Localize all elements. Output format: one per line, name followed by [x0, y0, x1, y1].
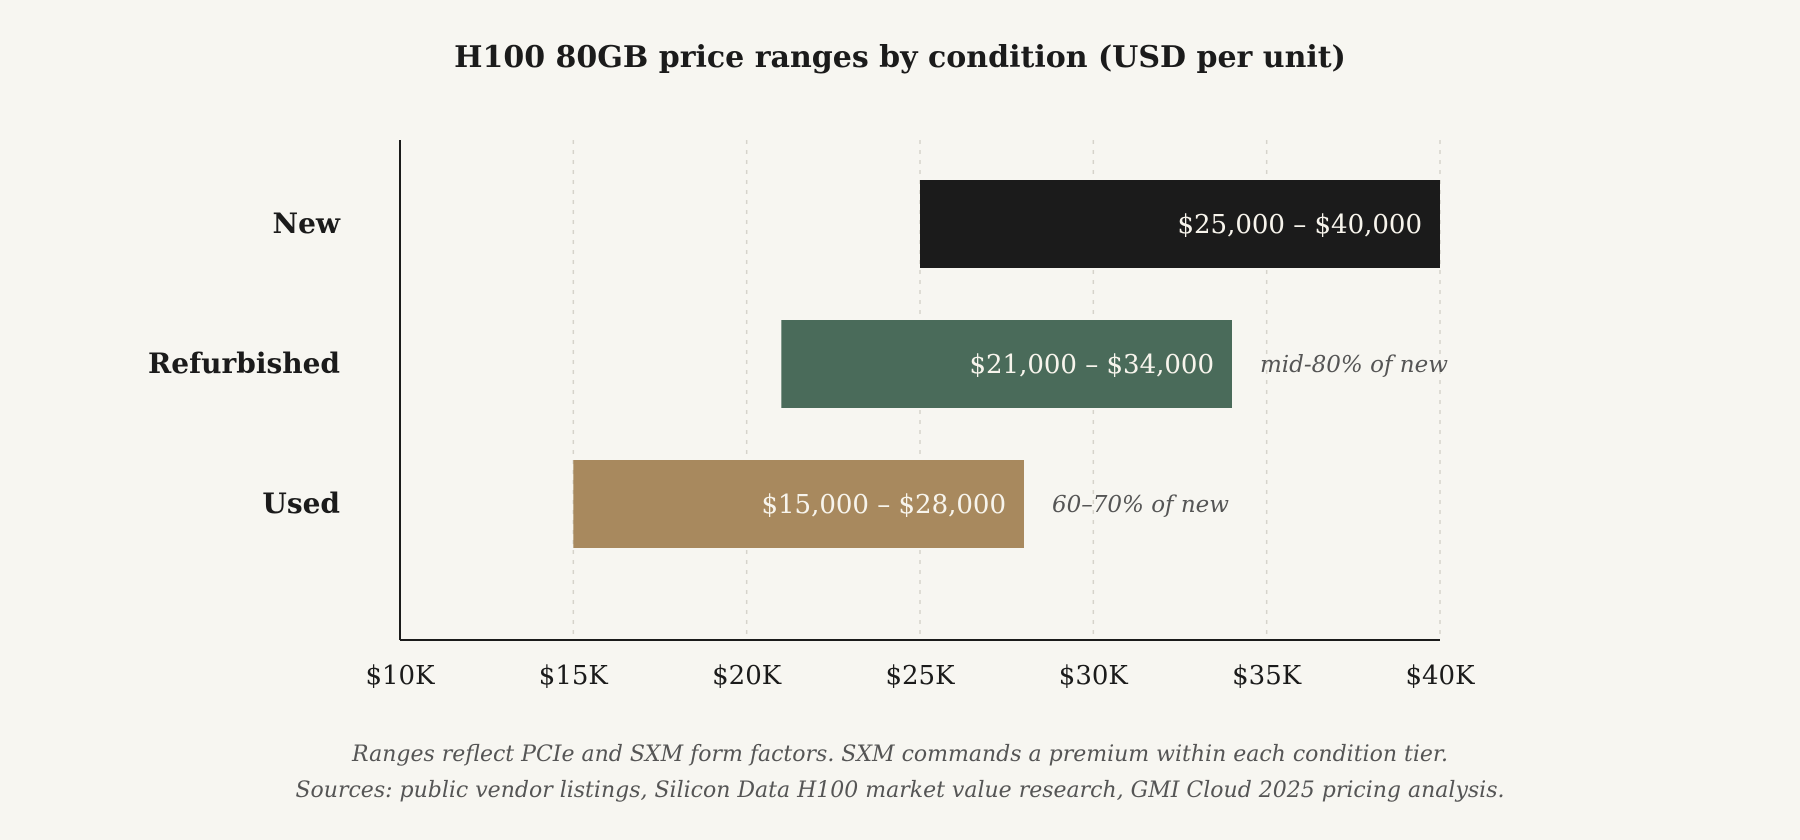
footnote-sources: Sources: public vendor listings, Silicon…	[295, 778, 1504, 803]
x-tick-label: $10K	[365, 661, 435, 691]
bar-value-label-used: $15,000 – $28,000	[761, 490, 1006, 520]
x-tick-label: $15K	[539, 661, 609, 691]
axes	[399, 140, 1440, 641]
x-tick-label: $35K	[1232, 661, 1302, 691]
chart-title: H100 80GB price ranges by condition (USD…	[454, 40, 1346, 75]
footnote-forms: Ranges reflect PCIe and SXM form factors…	[351, 742, 1448, 767]
x-tick-labels: $10K $15K $20K $25K $30K $35K $40K	[365, 661, 1475, 691]
range-bar-used	[573, 460, 1024, 548]
x-tick-label: $20K	[712, 661, 782, 691]
annotation-used: 60–70% of new	[1052, 492, 1229, 518]
x-tick-label: $25K	[885, 661, 955, 691]
category-label-used: Used	[262, 487, 340, 520]
x-tick-label: $30K	[1059, 661, 1129, 691]
range-bar-new	[920, 180, 1440, 268]
range-bars: $25,000 – $40,000 $21,000 – $34,000 mid-80…	[573, 180, 1448, 548]
bar-value-label-refurbished: $21,000 – $34,000	[969, 350, 1214, 380]
category-labels: New Refurbished Used	[148, 207, 341, 520]
annotation-refurbished: mid-80% of new	[1260, 352, 1448, 378]
range-bar-refurbished	[781, 320, 1232, 408]
category-label-refurbished: Refurbished	[148, 347, 340, 380]
category-label-new: New	[272, 207, 340, 240]
x-tick-label: $40K	[1405, 661, 1475, 691]
bar-value-label-new: $25,000 – $40,000	[1177, 210, 1422, 240]
